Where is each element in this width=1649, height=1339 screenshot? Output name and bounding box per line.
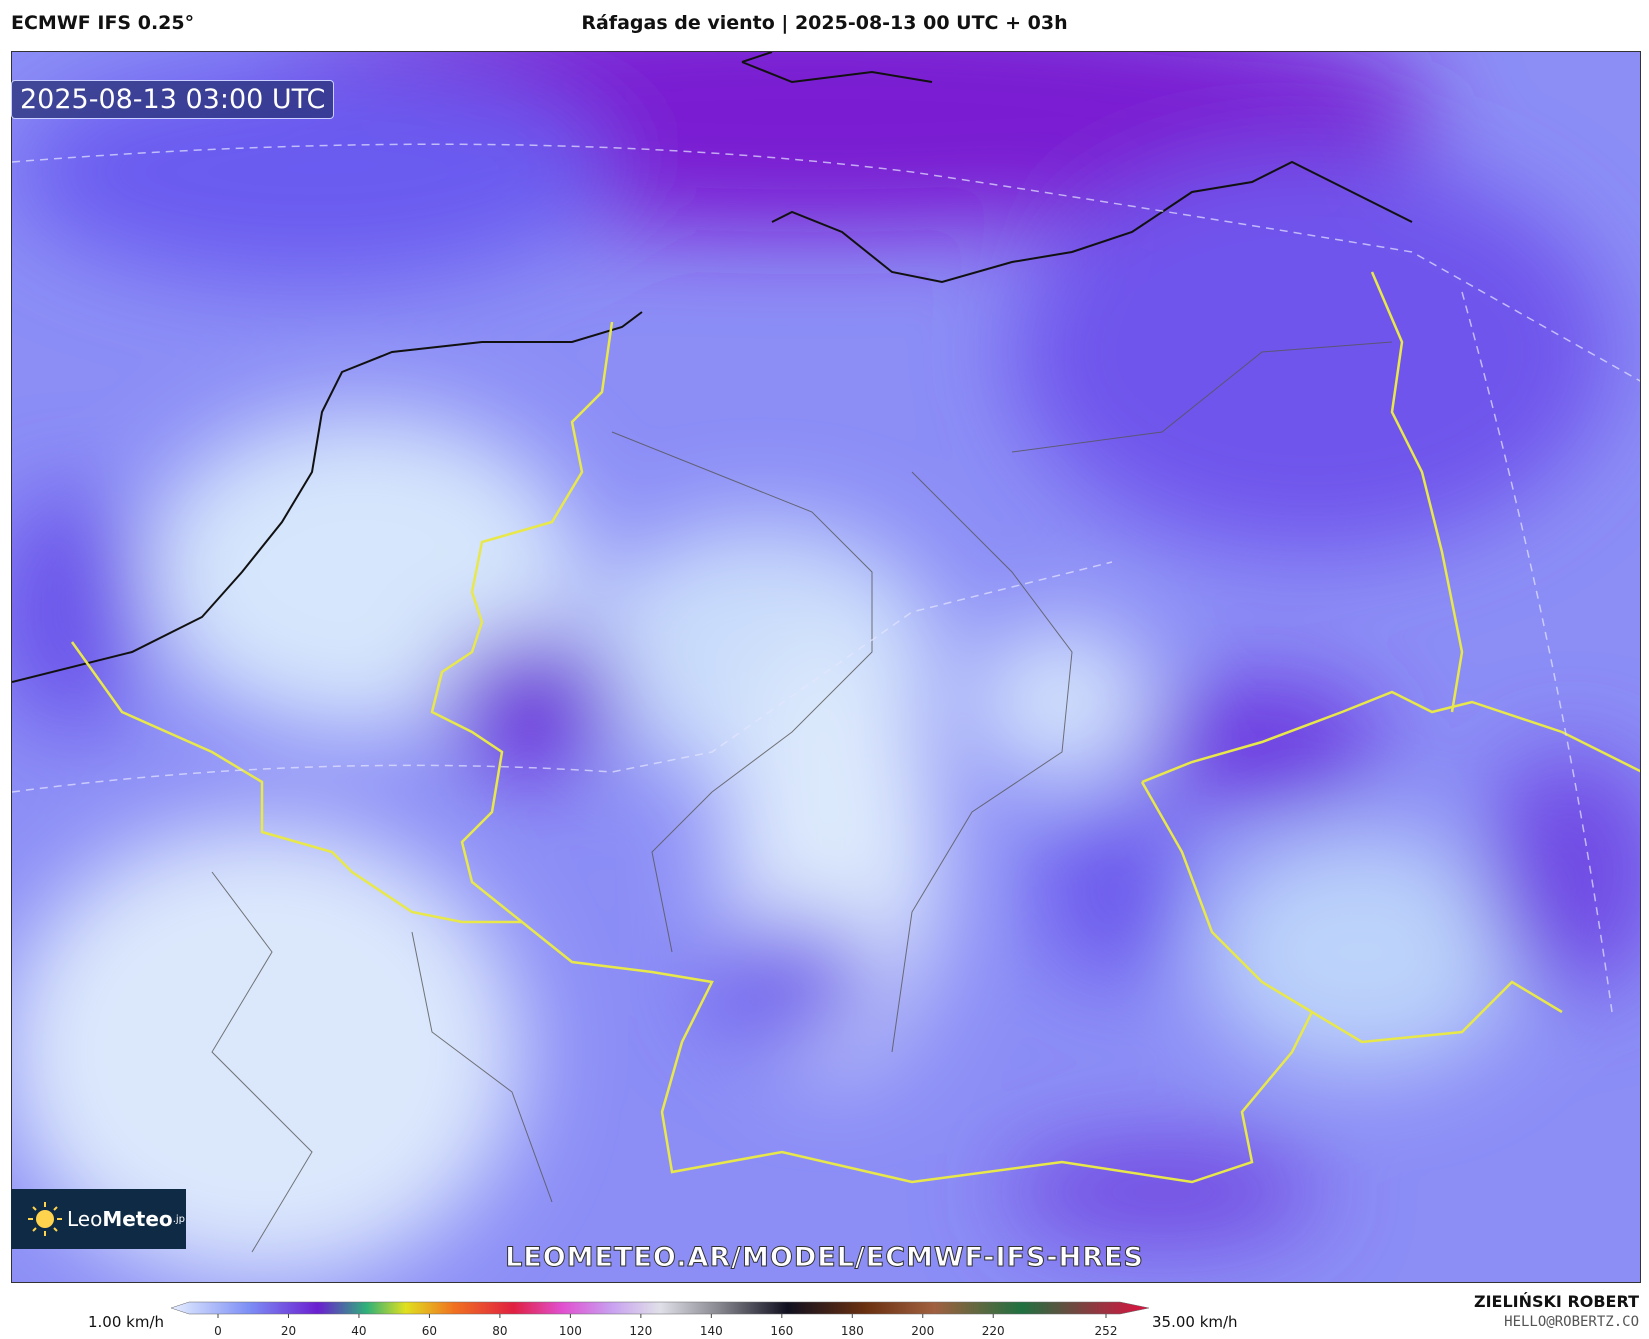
colorbar-tick-label: 200 — [911, 1324, 934, 1338]
colorbar-tick-label: 220 — [982, 1324, 1005, 1338]
colorbar-tick-label: 40 — [351, 1324, 366, 1338]
colorbar-tick-label: 140 — [700, 1324, 723, 1338]
model-name: ECMWF IFS 0.25° — [11, 12, 195, 34]
colorbar-tick-label: 180 — [841, 1324, 864, 1338]
colorbar-tick-label: 60 — [422, 1324, 437, 1338]
contact: HELLO@ROBERTZ.CO — [1504, 1314, 1639, 1330]
map-title: Ráfagas de viento | 2025-08-13 00 UTC + … — [581, 12, 1068, 34]
colorbar-tick-label: 100 — [559, 1324, 582, 1338]
logo-name: Leo — [67, 1207, 103, 1231]
colorbar-tick-label: 80 — [492, 1324, 507, 1338]
colorbar-tick-label: 120 — [629, 1324, 652, 1338]
watermark: LEOMETEO.AR/MODEL/ECMWF-IFS-HRES — [505, 1242, 1144, 1274]
colorbar-gradient — [170, 1301, 1150, 1315]
logo-name-bold: Meteo — [102, 1207, 173, 1231]
author: ZIELIŃSKI ROBERT — [1473, 1292, 1639, 1311]
logo-suffix: .jp — [172, 1213, 185, 1225]
map — [11, 51, 1641, 1283]
colorbar-tick-label: 20 — [281, 1324, 296, 1338]
colorbar-tick-label: 252 — [1095, 1324, 1118, 1338]
colorbar-min-label: 1.00 km/h — [88, 1313, 165, 1331]
timestamp: 2025-08-13 03:00 UTC — [11, 80, 335, 119]
logo-sun — [28, 1202, 62, 1236]
wind-field — [12, 52, 1640, 1282]
colorbar-tick-label: 0 — [214, 1324, 222, 1338]
colorbar-tick-label: 160 — [770, 1324, 793, 1338]
colorbar-max-label: 35.00 km/h — [1152, 1313, 1238, 1331]
logo: Leo Meteo .jp — [11, 1189, 186, 1249]
